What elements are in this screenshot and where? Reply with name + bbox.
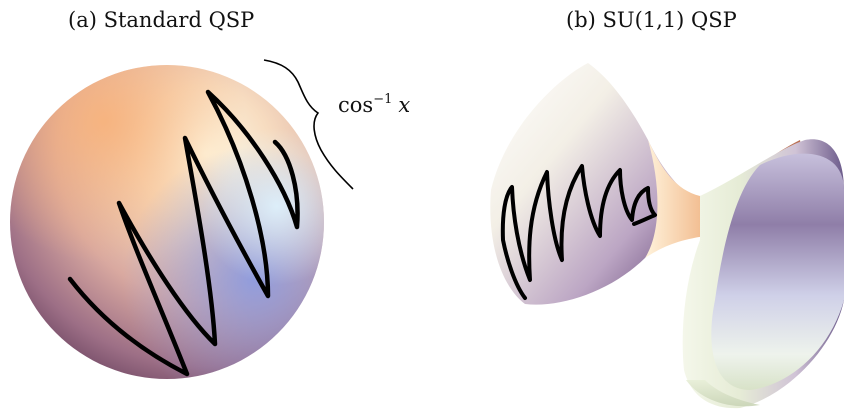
sphere-trajectory — [67, 89, 300, 377]
panel-b-caption: (b) SU(1,1) QSP — [566, 8, 737, 32]
hyperboloid-panel — [490, 63, 844, 409]
sphere-panel: cos−1 x — [10, 59, 410, 379]
sphere-highlight — [10, 65, 324, 379]
hyperboloid-left-sheet — [490, 63, 690, 305]
hyperboloid-opening — [711, 153, 844, 390]
angle-annotation: cos−1 x — [338, 92, 410, 117]
hyperboloid-lip — [686, 380, 760, 407]
hyperboloid-trajectory — [500, 164, 657, 300]
panel-a-caption: (a) Standard QSP — [68, 8, 255, 32]
curly-brace — [263, 59, 354, 190]
